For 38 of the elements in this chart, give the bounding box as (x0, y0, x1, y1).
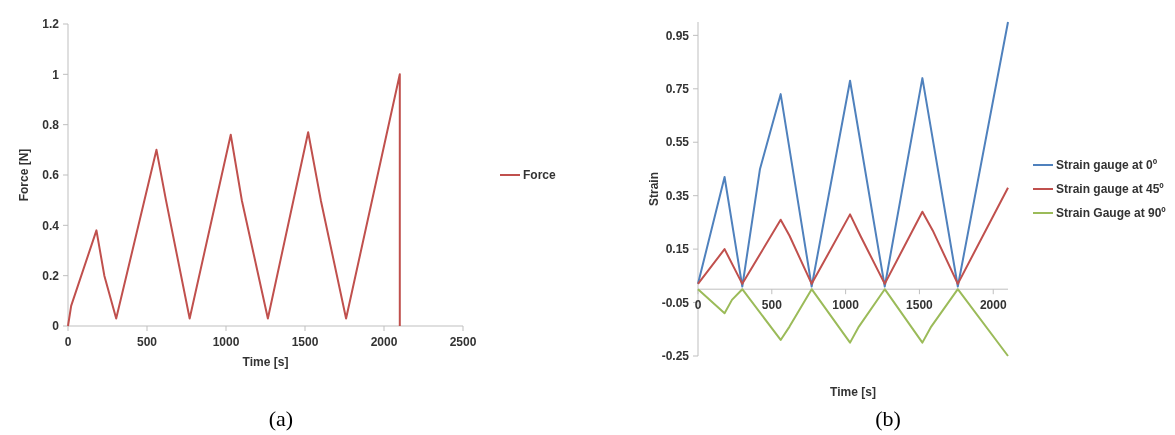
x-tick-label: 1000 (832, 298, 860, 313)
y-tick-label: -0.25 (661, 349, 690, 364)
legend-label: Strain gauge at 0º (1056, 158, 1158, 173)
y-tick-label: 0.75 (665, 82, 690, 96)
y-tick-label: 0.4 (42, 218, 60, 233)
x-axis-title: Time [s] (242, 355, 289, 369)
y-axis-title: Strain (647, 171, 661, 207)
y-axis-title: Force [N] (17, 148, 31, 202)
y-tick-label: 0.35 (665, 188, 690, 203)
x-tick-label: 500 (136, 335, 158, 349)
legend-label: Force (523, 168, 556, 183)
y-tick-label: -0.05 (661, 295, 690, 310)
x-tick-label: 0 (694, 298, 702, 313)
x-tick-label: 2000 (979, 298, 1007, 313)
legend-label: Strain gauge at 45º (1056, 182, 1165, 197)
x-tick-label: 1500 (291, 335, 319, 349)
line-series (67, 73, 401, 327)
text: (a) (268, 406, 294, 431)
y-tick-label: 1.2 (42, 17, 60, 32)
y-tick-label: 0 (52, 319, 60, 334)
x-tick-label: 2500 (449, 335, 477, 349)
x-tick-label: 2000 (370, 335, 398, 349)
line-series (697, 288, 1009, 357)
y-tick-label: 0.55 (665, 135, 690, 150)
x-tick-label: 1500 (906, 298, 934, 313)
line-series (697, 186, 1009, 285)
y-tick-label: 1 (52, 67, 60, 82)
x-tick-label: 0 (64, 335, 72, 349)
y-tick-label: 0.6 (42, 168, 60, 183)
text: (b) (875, 406, 901, 431)
y-tick-label: 0.2 (42, 268, 60, 283)
y-tick-label: 0.95 (665, 28, 690, 43)
x-tick-label: 500 (761, 298, 783, 313)
legend-label: Strain Gauge at 90º (1056, 206, 1167, 221)
y-tick-label: 0.15 (665, 242, 690, 257)
y-tick-label: 0.8 (42, 117, 60, 132)
x-tick-label: 1000 (212, 335, 240, 349)
x-axis-title: Time [s] (830, 385, 876, 399)
